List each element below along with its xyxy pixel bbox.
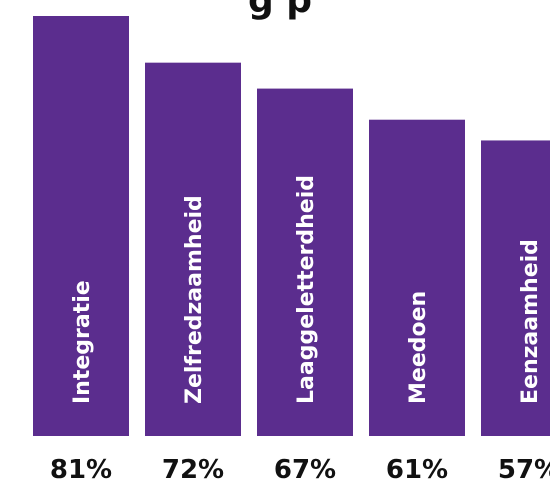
bar-label-zelfredzaamheid: Zelfredzaamheid [182,195,207,404]
value-labels-layer: 81% 72% 67% 61% 57% [50,455,550,485]
bar-label-meedoen: Meedoen [406,291,431,404]
chart-title-layer: g p [248,0,312,21]
value-label-integratie: 81% [50,455,112,485]
value-label-laaggeletterdheid: 67% [274,455,336,485]
bars-layer [33,16,550,437]
bar-integratie [33,16,129,436]
bar-label-laaggeletterdheid: Laaggeletterdheid [294,175,319,404]
bar-zelfredzaamheid [145,62,241,437]
chart-title-partial: g p [248,0,312,21]
bar-labels-layer: Integratie Zelfredzaamheid Laaggeletterdhe… [70,175,543,404]
value-label-zelfredzaamheid: 72% [162,455,224,485]
bar-eenzaamheid [481,140,550,436]
value-label-meedoen: 61% [386,455,448,485]
bar-meedoen [369,119,465,436]
bar-label-integratie: Integratie [70,280,95,404]
bar-laaggeletterdheid [257,88,353,436]
bar-label-eenzaamheid: Eenzaamheid [518,239,543,404]
value-label-eenzaamheid: 57% [498,455,550,485]
